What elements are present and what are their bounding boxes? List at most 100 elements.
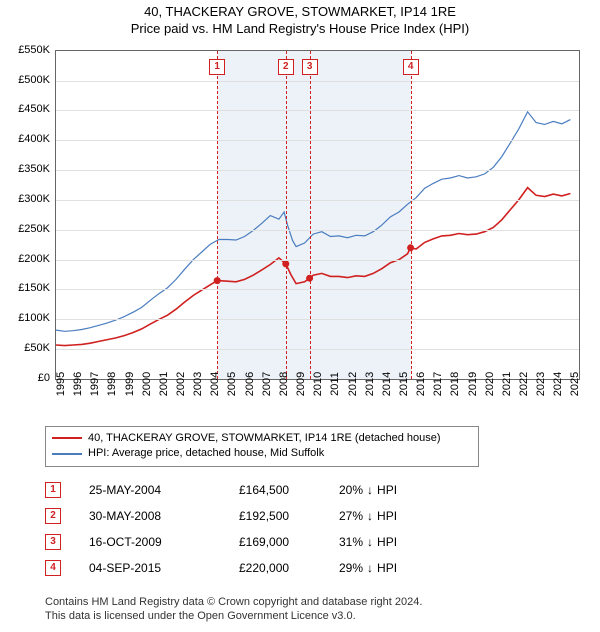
txn-marker: 4 [45, 560, 61, 576]
down-arrow-icon: ↓ [367, 483, 373, 497]
x-tick-label: 1998 [106, 372, 118, 396]
x-tick-label: 2007 [261, 372, 273, 396]
transaction-row: 2 30-MAY-2008£192,50027% ↓ HPI [45, 503, 600, 529]
txn-date: 04-SEP-2015 [89, 561, 239, 575]
event-vline [310, 51, 311, 379]
y-tick-label: £400K [18, 133, 50, 145]
x-tick-label: 2011 [329, 372, 341, 396]
title-line-1: 40, THACKERAY GROVE, STOWMARKET, IP14 1R… [0, 4, 600, 21]
y-tick-label: £300K [18, 193, 50, 205]
txn-gap: 29% ↓ HPI [339, 561, 397, 575]
txn-date: 16-OCT-2009 [89, 535, 239, 549]
x-tick-label: 2023 [535, 372, 547, 396]
txn-marker: 1 [45, 482, 61, 498]
transaction-table: 1 25-MAY-2004£164,50020% ↓ HPI 2 30-MAY-200… [45, 477, 600, 581]
event-vline [217, 51, 218, 379]
x-tick-label: 2006 [244, 372, 256, 396]
x-tick-label: 2021 [501, 372, 513, 396]
x-tick-label: 2016 [415, 372, 427, 396]
x-tick-label: 2009 [295, 372, 307, 396]
gridline [56, 230, 579, 231]
y-tick-label: £100K [18, 312, 50, 324]
x-tick-label: 2000 [141, 372, 153, 396]
legend-label: HPI: Average price, detached house, Mid … [88, 446, 324, 461]
x-tick-label: 2024 [552, 372, 564, 396]
gridline [56, 170, 579, 171]
x-tick-label: 2015 [398, 372, 410, 396]
event-vline [411, 51, 412, 379]
gridline [56, 319, 579, 320]
event-vline [286, 51, 287, 379]
series-property [56, 187, 570, 345]
page-container: 40, THACKERAY GROVE, STOWMARKET, IP14 1R… [0, 0, 600, 632]
gridline [56, 200, 579, 201]
gridline [56, 260, 579, 261]
gridline [56, 289, 579, 290]
x-tick-label: 2019 [467, 372, 479, 396]
x-tick-label: 1996 [72, 372, 84, 396]
transaction-row: 1 25-MAY-2004£164,50020% ↓ HPI [45, 477, 600, 503]
gridline [56, 81, 579, 82]
plot-area: 1 23 4 [55, 50, 580, 380]
legend-swatch [52, 437, 82, 439]
transaction-row: 404-SEP-2015£220,00029% ↓ HPI [45, 555, 600, 581]
y-tick-label: £200K [18, 253, 50, 265]
event-marker: 3 [302, 59, 318, 75]
footer-line-2: This data is licensed under the Open Gov… [45, 609, 600, 624]
chart: 1 23 4 £0 £50K £100K £150K £200K £250K £300K £350… [0, 40, 600, 420]
footer: Contains HM Land Registry data © Crown c… [45, 595, 600, 632]
x-tick-label: 2008 [278, 372, 290, 396]
legend-label: 40, THACKERAY GROVE, STOWMARKET, IP14 1R… [88, 431, 441, 446]
y-tick-label: £50K [24, 342, 50, 354]
legend-item-property: 40, THACKERAY GROVE, STOWMARKET, IP14 1R… [52, 431, 472, 446]
txn-price: £164,500 [239, 483, 339, 497]
x-tick-label: 2004 [209, 372, 221, 396]
legend: 40, THACKERAY GROVE, STOWMARKET, IP14 1R… [45, 426, 479, 467]
txn-price: £169,000 [239, 535, 339, 549]
down-arrow-icon: ↓ [367, 509, 373, 523]
y-tick-label: £0 [38, 372, 50, 384]
y-tick-label: £350K [18, 163, 50, 175]
series-hpi [56, 112, 570, 331]
y-tick-label: £500K [18, 74, 50, 86]
txn-gap: 31% ↓ HPI [339, 535, 397, 549]
txn-gap: 20% ↓ HPI [339, 483, 397, 497]
y-tick-label: £150K [18, 282, 50, 294]
txn-marker: 3 [45, 534, 61, 550]
x-tick-label: 2025 [569, 372, 581, 396]
event-marker: 2 [278, 59, 294, 75]
title-line-2: Price paid vs. HM Land Registry's House … [0, 21, 600, 38]
x-tick-label: 2014 [381, 372, 393, 396]
down-arrow-icon: ↓ [367, 535, 373, 549]
x-tick-label: 2010 [312, 372, 324, 396]
txn-price: £192,500 [239, 509, 339, 523]
txn-marker: 2 [45, 508, 61, 524]
x-tick-label: 2013 [364, 372, 376, 396]
down-arrow-icon: ↓ [367, 561, 373, 575]
txn-date: 25-MAY-2004 [89, 483, 239, 497]
x-tick-label: 1997 [89, 372, 101, 396]
chart-lines [56, 51, 579, 379]
y-tick-label: £250K [18, 223, 50, 235]
x-tick-label: 2012 [347, 372, 359, 396]
y-tick-label: £450K [18, 103, 50, 115]
legend-item-hpi: HPI: Average price, detached house, Mid … [52, 446, 472, 461]
event-marker: 4 [403, 59, 419, 75]
x-tick-label: 1995 [55, 372, 67, 396]
legend-swatch [52, 453, 82, 455]
y-tick-label: £550K [18, 44, 50, 56]
x-tick-label: 2017 [432, 372, 444, 396]
txn-gap: 27% ↓ HPI [339, 509, 397, 523]
x-tick-label: 2020 [484, 372, 496, 396]
x-tick-label: 2018 [449, 372, 461, 396]
x-tick-label: 2022 [518, 372, 530, 396]
x-tick-label: 2003 [192, 372, 204, 396]
x-tick-label: 1999 [124, 372, 136, 396]
x-tick-label: 2001 [158, 372, 170, 396]
x-tick-label: 2002 [175, 372, 187, 396]
title-block: 40, THACKERAY GROVE, STOWMARKET, IP14 1R… [0, 0, 600, 40]
footer-line-1: Contains HM Land Registry data © Crown c… [45, 595, 600, 610]
txn-date: 30-MAY-2008 [89, 509, 239, 523]
event-marker: 1 [209, 59, 225, 75]
x-tick-label: 2005 [226, 372, 238, 396]
